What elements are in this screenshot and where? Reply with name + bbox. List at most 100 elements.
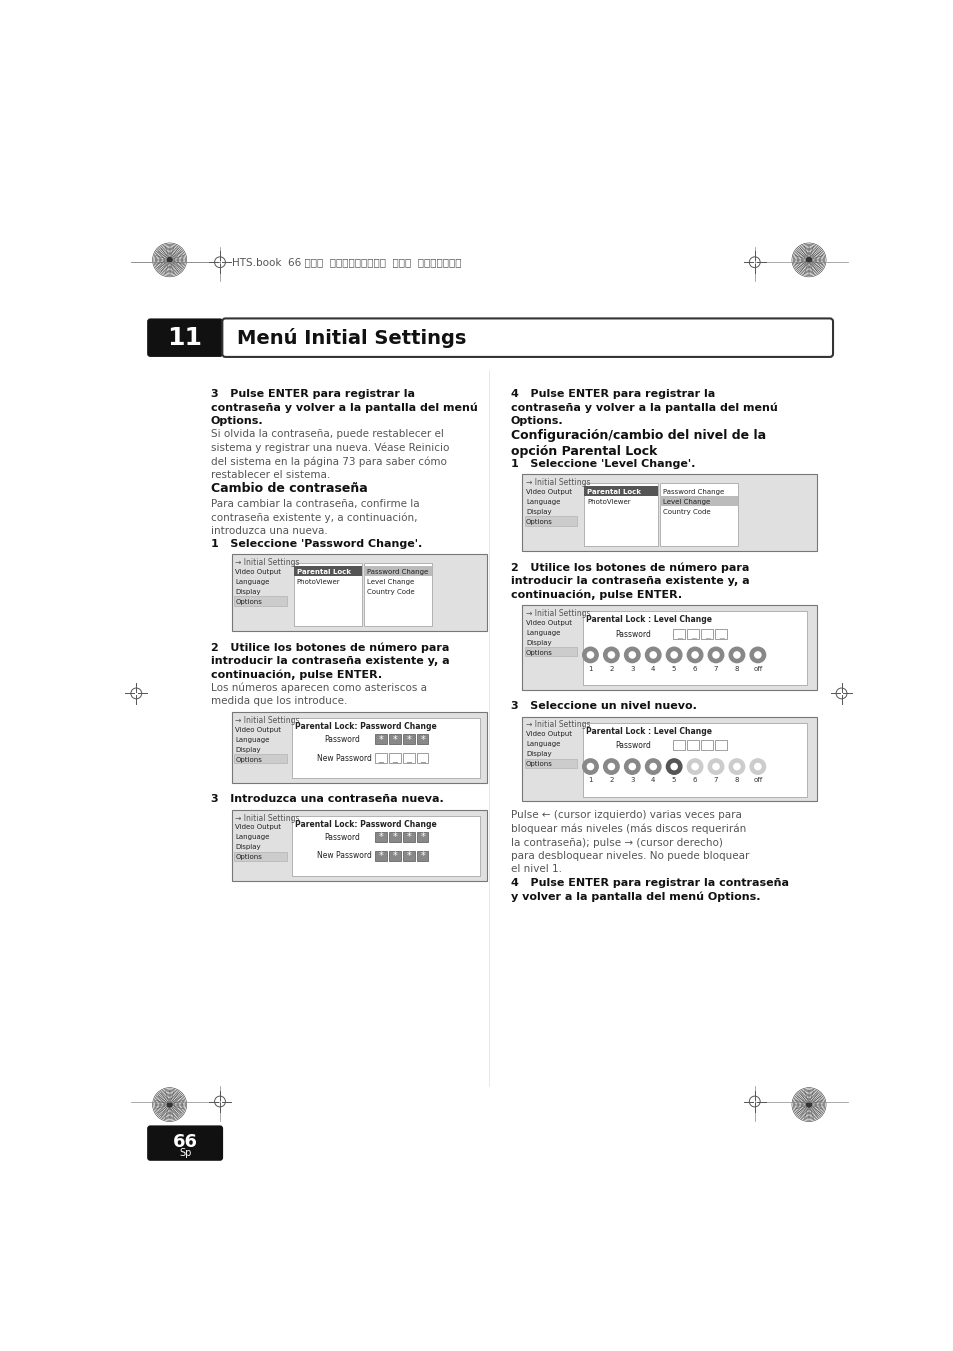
Text: _: _ xyxy=(718,740,722,751)
FancyBboxPatch shape xyxy=(364,566,432,576)
Circle shape xyxy=(670,651,677,658)
Circle shape xyxy=(805,258,811,262)
FancyBboxPatch shape xyxy=(232,712,487,782)
Circle shape xyxy=(167,258,172,262)
Text: 2   Utilice los botones de número para
introducir la contraseña existente y, a
c: 2 Utilice los botones de número para int… xyxy=(510,562,748,600)
Circle shape xyxy=(749,647,765,662)
Text: Country Code: Country Code xyxy=(367,589,415,594)
FancyBboxPatch shape xyxy=(524,516,577,526)
Text: Language: Language xyxy=(235,835,270,840)
Text: off: off xyxy=(753,777,761,784)
FancyBboxPatch shape xyxy=(521,474,816,551)
Text: Language: Language xyxy=(525,630,560,635)
FancyBboxPatch shape xyxy=(416,734,428,744)
Text: _: _ xyxy=(718,630,722,639)
Text: Cambio de contraseña: Cambio de contraseña xyxy=(211,482,367,494)
Text: 5: 5 xyxy=(671,777,676,784)
Text: 7: 7 xyxy=(713,666,718,671)
Circle shape xyxy=(691,651,698,658)
Text: 2: 2 xyxy=(609,777,613,784)
Circle shape xyxy=(608,651,614,658)
Circle shape xyxy=(733,763,740,770)
Circle shape xyxy=(754,763,760,770)
FancyBboxPatch shape xyxy=(147,1125,223,1161)
Text: Parental Lock: Password Change: Parental Lock: Password Change xyxy=(294,721,436,731)
FancyBboxPatch shape xyxy=(416,753,428,763)
Circle shape xyxy=(582,759,598,774)
FancyBboxPatch shape xyxy=(700,628,712,639)
FancyBboxPatch shape xyxy=(389,734,400,744)
Text: 3: 3 xyxy=(629,777,634,784)
FancyBboxPatch shape xyxy=(524,647,577,657)
FancyBboxPatch shape xyxy=(583,486,658,496)
Text: Video Output: Video Output xyxy=(525,620,572,626)
FancyBboxPatch shape xyxy=(232,554,487,631)
Circle shape xyxy=(629,651,635,658)
Text: 1: 1 xyxy=(588,666,592,671)
FancyBboxPatch shape xyxy=(292,816,479,875)
Text: Menú Initial Settings: Menú Initial Settings xyxy=(236,328,466,347)
FancyBboxPatch shape xyxy=(232,809,487,881)
Text: → Initial Settings: → Initial Settings xyxy=(525,609,590,617)
Text: _: _ xyxy=(419,753,425,763)
Text: → Initial Settings: → Initial Settings xyxy=(525,478,590,486)
Circle shape xyxy=(754,651,760,658)
Text: *: * xyxy=(420,832,425,843)
Text: 2: 2 xyxy=(609,666,613,671)
Text: Language: Language xyxy=(235,578,270,585)
Circle shape xyxy=(603,647,618,662)
Circle shape xyxy=(733,651,740,658)
Circle shape xyxy=(670,763,677,770)
Circle shape xyxy=(587,763,593,770)
Text: Video Output: Video Output xyxy=(525,731,572,738)
Text: Display: Display xyxy=(235,747,261,753)
Text: 3   Pulse ENTER para registrar la
contraseña y volver a la pantalla del menú
Opt: 3 Pulse ENTER para registrar la contrase… xyxy=(211,389,476,427)
FancyBboxPatch shape xyxy=(673,628,684,639)
Text: 11: 11 xyxy=(168,326,202,350)
Circle shape xyxy=(805,1102,811,1106)
Text: → Initial Settings: → Initial Settings xyxy=(235,558,299,567)
Text: Language: Language xyxy=(525,499,560,505)
FancyBboxPatch shape xyxy=(402,734,415,744)
Text: PhotoViewer: PhotoViewer xyxy=(296,578,340,585)
FancyBboxPatch shape xyxy=(375,851,386,861)
Text: HTS.book  66 ページ  ２００３年３月６日  木曜日  午後５時３７分: HTS.book 66 ページ ２００３年３月６日 木曜日 午後５時３７分 xyxy=(232,257,460,267)
Text: Password Change: Password Change xyxy=(367,569,428,574)
Text: _: _ xyxy=(676,740,680,751)
Text: 4   Pulse ENTER para registrar la
contraseña y volver a la pantalla del menú
Opt: 4 Pulse ENTER para registrar la contrase… xyxy=(510,389,777,427)
Text: Options: Options xyxy=(235,757,262,763)
Text: Display: Display xyxy=(525,509,551,515)
Text: Los números aparecen como asteriscos a
medida que los introduce.: Los números aparecen como asteriscos a m… xyxy=(211,682,426,707)
Text: New Password: New Password xyxy=(316,754,372,762)
Circle shape xyxy=(686,647,702,662)
FancyBboxPatch shape xyxy=(521,605,816,689)
Text: Video Output: Video Output xyxy=(235,569,281,574)
Text: *: * xyxy=(392,735,396,744)
FancyBboxPatch shape xyxy=(521,716,816,801)
Circle shape xyxy=(728,647,744,662)
Text: Display: Display xyxy=(235,589,261,594)
Text: Options: Options xyxy=(525,761,553,767)
Text: New Password: New Password xyxy=(316,851,372,861)
Text: 4   Pulse ENTER para registrar la contraseña
y volver a la pantalla del menú Opt: 4 Pulse ENTER para registrar la contrase… xyxy=(510,878,788,902)
Text: Level Change: Level Change xyxy=(662,499,710,505)
Text: Parental Lock : Level Change: Parental Lock : Level Change xyxy=(585,615,711,624)
Text: Language: Language xyxy=(525,742,560,747)
Text: 1: 1 xyxy=(588,777,592,784)
Text: → Initial Settings: → Initial Settings xyxy=(235,716,299,724)
Text: 4: 4 xyxy=(650,666,655,671)
Circle shape xyxy=(749,759,765,774)
Text: Pulse ← (cursor izquierdo) varias veces para
bloquear más niveles (más discos re: Pulse ← (cursor izquierdo) varias veces … xyxy=(510,811,748,874)
FancyBboxPatch shape xyxy=(402,753,415,763)
Text: 7: 7 xyxy=(713,777,718,784)
Text: *: * xyxy=(378,832,383,843)
FancyBboxPatch shape xyxy=(686,628,699,639)
FancyBboxPatch shape xyxy=(582,723,806,797)
Text: Video Output: Video Output xyxy=(235,727,281,732)
FancyBboxPatch shape xyxy=(294,566,361,576)
Text: *: * xyxy=(406,735,411,744)
Text: 8: 8 xyxy=(734,666,739,671)
FancyBboxPatch shape xyxy=(233,596,286,605)
FancyBboxPatch shape xyxy=(364,563,432,627)
FancyBboxPatch shape xyxy=(715,628,726,639)
